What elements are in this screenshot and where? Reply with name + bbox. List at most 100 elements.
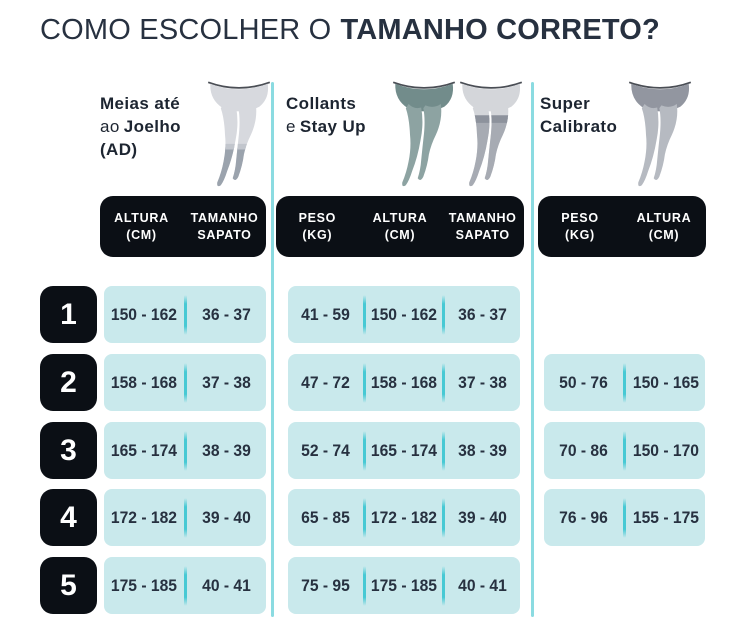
- cell-divider: [441, 497, 445, 538]
- super-calibrato-values-cell: 76 - 96 155 - 175: [544, 489, 705, 546]
- size-badge: 3: [40, 422, 97, 479]
- cell-divider: [363, 362, 367, 403]
- column-header: ALTURA (CM): [359, 210, 442, 244]
- collants-values-cell: 47 - 72 158 - 168 37 - 38: [288, 354, 520, 411]
- cell-divider: [441, 294, 445, 335]
- stay-up-stockings-legs-icon: [459, 81, 523, 187]
- group-label-line: Calibrato: [540, 117, 618, 136]
- group-label-line: Joelho: [123, 117, 181, 136]
- size-number: 4: [60, 500, 77, 534]
- column-header-bottom: (CM): [126, 227, 157, 242]
- size-badge: 1: [40, 286, 97, 343]
- group-label-line: e: [286, 117, 296, 136]
- size-number: 5: [60, 568, 77, 602]
- size-badge: 5: [40, 557, 97, 614]
- group-label-super-calibrato: Super Calibrato: [540, 92, 617, 138]
- size-row-3: 3 165 - 174 38 - 39 52 - 74 165 - 174 38…: [0, 422, 750, 479]
- meias-values-cell: 172 - 182 39 - 40: [104, 489, 266, 546]
- peso-value: 50 - 76: [559, 372, 608, 392]
- group-label-line: (AD): [100, 140, 138, 159]
- column-header-bottom: SAPATO: [197, 227, 252, 242]
- collants-values-cell: 52 - 74 165 - 174 38 - 39: [288, 422, 520, 479]
- cell-divider: [363, 430, 367, 471]
- cell-divider: [441, 565, 445, 606]
- header-bar-meias: ALTURA (CM) TAMANHO SAPATO: [100, 196, 266, 257]
- size-number: 1: [60, 297, 77, 331]
- column-header-bottom: (CM): [384, 227, 416, 242]
- peso-value: 47 - 72: [301, 372, 351, 392]
- size-badge: 4: [40, 489, 97, 546]
- cell-divider: [183, 565, 187, 606]
- altura-value: 165 - 174: [110, 440, 177, 460]
- column-header: PESO (KG): [276, 210, 359, 244]
- peso-value: 65 - 85: [301, 507, 351, 527]
- super-calibrato-values-cell: 70 - 86 150 - 170: [544, 422, 705, 479]
- column-header: TAMANHO SAPATO: [441, 210, 524, 244]
- group-label-line: ao: [100, 117, 120, 136]
- column-header-bottom: (CM): [648, 227, 680, 242]
- size-badge: 2: [40, 354, 97, 411]
- altura-value: 175 - 185: [110, 575, 177, 595]
- altura-value: 165 - 174: [370, 440, 438, 460]
- tamanho-sapato-value: 36 - 37: [201, 304, 251, 324]
- size-row-5: 5 175 - 185 40 - 41 75 - 95 175 - 185 40…: [0, 557, 750, 614]
- peso-value: 41 - 59: [301, 304, 351, 324]
- cell-divider: [363, 294, 367, 335]
- tamanho-sapato-value: 38 - 39: [457, 440, 507, 460]
- title-bold-part: TAMANHO CORRETO?: [340, 14, 660, 46]
- column-header: TAMANHO SAPATO: [183, 210, 266, 244]
- altura-value: 172 - 182: [370, 507, 438, 527]
- tamanho-sapato-value: 40 - 41: [201, 575, 251, 595]
- column-header: ALTURA (CM): [100, 210, 183, 244]
- cell-divider: [183, 497, 187, 538]
- size-row-1: 1 150 - 162 36 - 37 41 - 59 150 - 162 36…: [0, 286, 750, 343]
- cell-divider: [183, 430, 187, 471]
- column-header-top: ALTURA: [636, 210, 692, 225]
- group-label-line: Collants: [286, 94, 357, 113]
- peso-value: 76 - 96: [559, 507, 608, 527]
- column-header-top: ALTURA: [114, 210, 169, 225]
- meias-values-cell: 165 - 174 38 - 39: [104, 422, 266, 479]
- column-header-bottom: (KG): [565, 227, 595, 242]
- column-header-bottom: SAPATO: [455, 227, 510, 242]
- altura-value: 150 - 162: [370, 304, 438, 324]
- group-separator-line: [271, 82, 274, 617]
- group-label-collants: Collants e Stay Up: [286, 92, 366, 138]
- tamanho-sapato-value: 40 - 41: [457, 575, 507, 595]
- super-calibrato-values-cell: 50 - 76 150 - 165: [544, 354, 705, 411]
- size-number: 2: [60, 365, 77, 399]
- group-label-line: Stay Up: [299, 117, 366, 136]
- tamanho-sapato-value: 37 - 38: [201, 372, 251, 392]
- title-normal-part: COMO ESCOLHER O: [40, 14, 332, 46]
- cell-divider: [183, 362, 187, 403]
- cell-divider: [363, 565, 367, 606]
- pantyhose-legs-icon: [628, 81, 692, 187]
- altura-value: 158 - 168: [110, 372, 177, 392]
- knee-high-socks-legs-icon: [207, 81, 271, 187]
- page-title: COMO ESCOLHER O TAMANHO CORRETO?: [40, 14, 660, 47]
- peso-value: 70 - 86: [559, 440, 608, 460]
- tamanho-sapato-value: 36 - 37: [457, 304, 507, 324]
- group-label-meias: Meias até ao Joelho (AD): [100, 92, 181, 161]
- header-bar-collants: PESO (KG) ALTURA (CM) TAMANHO SAPATO: [276, 196, 524, 257]
- column-header-top: PESO: [298, 210, 337, 225]
- meias-values-cell: 150 - 162 36 - 37: [104, 286, 266, 343]
- tights-legs-icon: [392, 81, 456, 187]
- tamanho-sapato-value: 38 - 39: [201, 440, 251, 460]
- header-bar-super-calibrato: PESO (KG) ALTURA (CM): [538, 196, 706, 257]
- altura-value: 150 - 165: [632, 372, 699, 392]
- group-separator-line: [531, 82, 534, 617]
- cell-divider: [183, 294, 187, 335]
- size-row-2: 2 158 - 168 37 - 38 47 - 72 158 - 168 37…: [0, 354, 750, 411]
- meias-values-cell: 175 - 185 40 - 41: [104, 557, 266, 614]
- tamanho-sapato-value: 39 - 40: [201, 507, 251, 527]
- column-header: PESO (KG): [538, 210, 622, 244]
- group-label-line: Meias até: [100, 94, 181, 113]
- altura-value: 175 - 185: [370, 575, 438, 595]
- meias-values-cell: 158 - 168 37 - 38: [104, 354, 266, 411]
- cell-divider: [623, 362, 626, 403]
- size-number: 3: [60, 433, 77, 467]
- column-header-top: TAMANHO: [190, 210, 259, 225]
- peso-value: 52 - 74: [301, 440, 351, 460]
